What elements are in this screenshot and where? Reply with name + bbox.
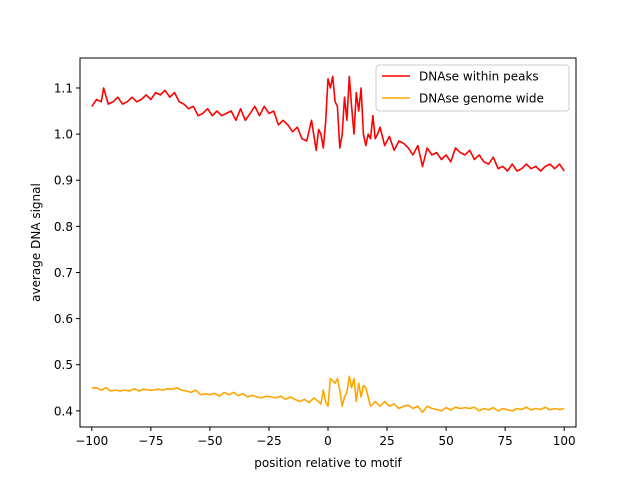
series-layer xyxy=(91,75,565,414)
x-axis-label: position relative to motif xyxy=(254,456,402,470)
y-tick-label: 1.0 xyxy=(54,128,73,142)
y-axis-ticks: 0.4 0.5 0.6 0.7 0.8 0.9 1.0 1.1 xyxy=(54,81,80,418)
y-tick-label: 1.1 xyxy=(54,81,73,95)
y-tick-label: 0.4 xyxy=(54,404,73,418)
x-tick-label: −50 xyxy=(197,434,222,448)
legend: DNAse within peaks DNAse genome wide xyxy=(375,64,570,112)
y-tick-label: 0.7 xyxy=(54,266,73,280)
legend-label-1: DNAse genome wide xyxy=(419,92,544,106)
x-tick-label: 75 xyxy=(498,434,513,448)
x-tick-label: 100 xyxy=(553,434,576,448)
x-tick-label: −100 xyxy=(75,434,108,448)
y-tick-label: 0.6 xyxy=(54,312,73,326)
x-tick-label: 25 xyxy=(379,434,394,448)
y-tick-label: 0.8 xyxy=(54,220,73,234)
y-tick-label: 0.9 xyxy=(54,174,73,188)
x-axis-ticks: −100 −75 −50 −25 0 25 50 75 100 xyxy=(75,427,576,448)
y-axis-label: average DNA signal xyxy=(29,183,43,302)
series-line-1 xyxy=(91,375,565,414)
x-tick-label: −75 xyxy=(138,434,163,448)
series-line-0 xyxy=(91,75,565,172)
x-tick-label: 0 xyxy=(324,434,332,448)
legend-box xyxy=(375,64,570,112)
x-tick-label: 50 xyxy=(438,434,453,448)
x-tick-label: −25 xyxy=(256,434,281,448)
y-tick-label: 0.5 xyxy=(54,358,73,372)
legend-label-0: DNAse within peaks xyxy=(419,70,539,84)
